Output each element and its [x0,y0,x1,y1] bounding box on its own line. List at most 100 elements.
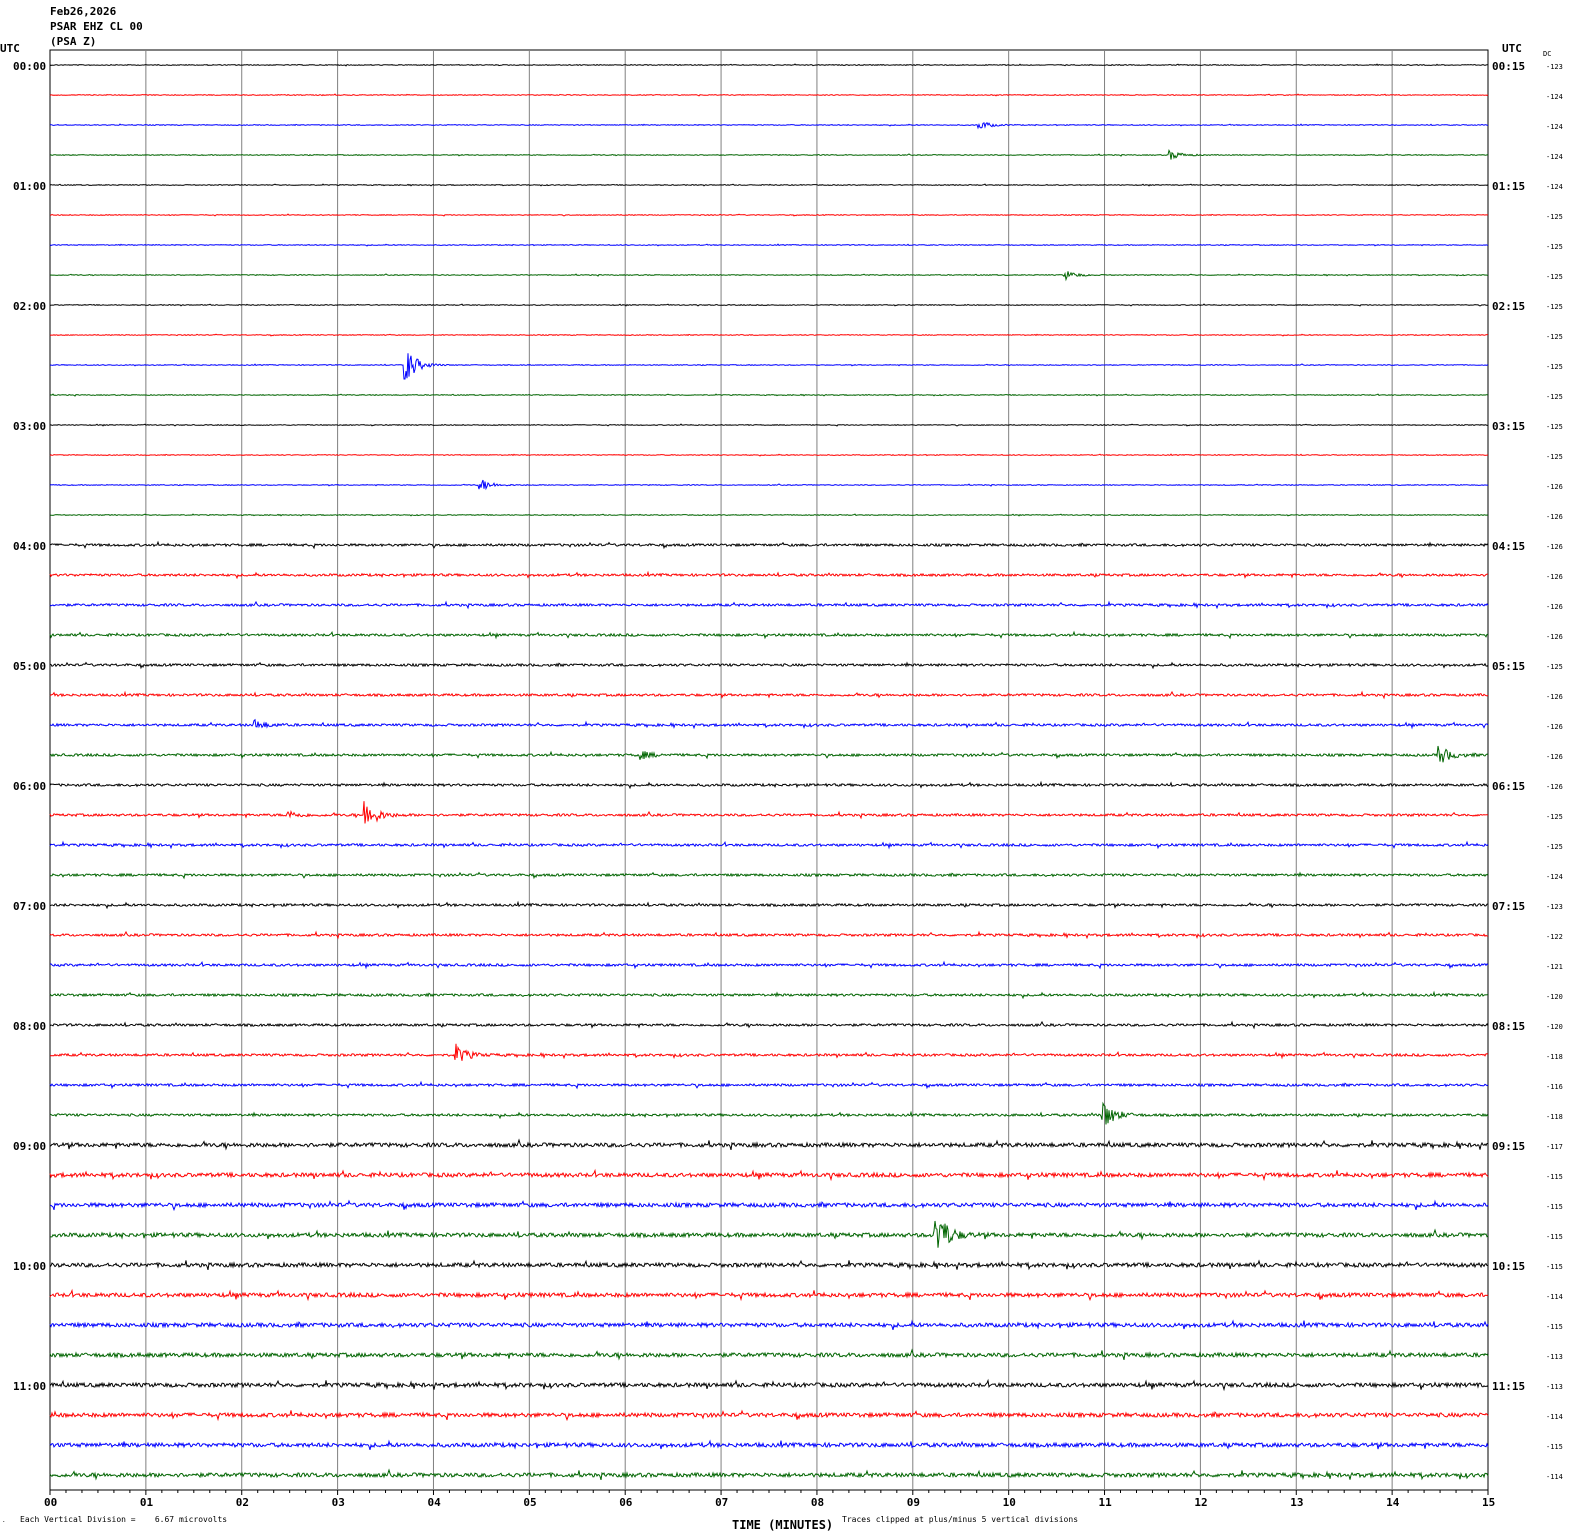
trace-row-11 [49,393,1489,397]
dc-offset-label: -125 [1546,243,1563,251]
dc-offset-label: -122 [1546,933,1563,941]
trace-row-15 [49,513,1489,517]
trace-row-41 [49,1288,1489,1302]
dc-offset-label: -124 [1546,183,1563,191]
trace-row-47 [49,1468,1489,1481]
trace-row-8 [50,303,1488,307]
trace-row-24 [49,780,1489,790]
x-tick-label: 08 [811,1496,824,1509]
dc-offset-label: -126 [1546,723,1563,731]
left-time-label: 04:00 [13,540,46,553]
dc-offset-label: -126 [1546,543,1563,551]
dc-offset-label: -117 [1546,1143,1563,1151]
trace-row-31 [49,990,1489,1000]
left-time-label: 07:00 [13,900,46,913]
trace-row-34 [49,1080,1489,1090]
dc-offset-label: -125 [1546,453,1563,461]
trace-row-43 [49,1348,1489,1361]
trace-row-45 [49,1409,1489,1422]
trace-row-18 [49,600,1489,610]
dc-offset-label: -113 [1546,1383,1563,1391]
x-tick-label: 14 [1386,1496,1400,1509]
trace-row-25 [49,801,1489,824]
dc-offset-label: -114 [1546,1413,1563,1421]
dc-offset-label: -124 [1546,93,1563,101]
dc-offset-label: -126 [1546,753,1563,761]
dc-offset-label: -115 [1546,1173,1563,1181]
dc-offset-label: -125 [1546,273,1563,281]
trace-row-5 [49,213,1489,217]
trace-row-39 [50,1220,1489,1248]
dc-offset-label: -126 [1546,783,1563,791]
trace-row-0 [49,63,1489,67]
dc-title: DC [1543,50,1551,58]
left-time-label: 09:00 [13,1140,46,1153]
dc-offset-label: -115 [1546,1203,1563,1211]
right-time-label: 03:15 [1492,420,1525,433]
x-axis-label: TIME (MINUTES) [732,1518,833,1532]
dc-offset-label: -123 [1546,63,1563,71]
dc-offset-label: -126 [1546,573,1563,581]
dc-offset-label: -115 [1546,1443,1563,1451]
trace-row-37 [49,1168,1489,1182]
dc-offset-label: -115 [1546,1263,1563,1271]
scale-note: Each Vertical Division = 6.67 microvolts [20,1515,227,1524]
left-time-label: 01:00 [13,180,46,193]
x-tick-label: 05 [523,1496,536,1509]
right-time-label: 07:15 [1492,900,1525,913]
trace-row-12 [49,423,1489,427]
trace-row-20 [49,661,1489,670]
x-tick-label: 12 [1194,1496,1207,1509]
component-label: (PSA Z) [50,35,97,48]
right-time-label: 00:15 [1492,60,1525,73]
clip-note: Traces clipped at plus/minus 5 vertical … [842,1515,1078,1524]
x-tick-label: 15 [1482,1496,1495,1509]
left-time-label: 06:00 [13,780,46,793]
dc-offset-label: -114 [1546,1473,1563,1481]
trace-row-6 [49,243,1489,247]
x-tick-label: 01 [140,1496,154,1509]
trace-row-38 [49,1199,1489,1212]
right-time-label: 06:15 [1492,780,1525,793]
trace-row-33 [49,1043,1489,1061]
right-time-label: 02:15 [1492,300,1525,313]
right-time-label: 11:15 [1492,1380,1525,1393]
left-time-label: 02:00 [13,300,46,313]
right-time-label: 04:15 [1492,540,1525,553]
dc-offset-label: -125 [1546,303,1563,311]
x-tick-label: 10 [1003,1496,1016,1509]
trace-row-40 [49,1259,1489,1271]
dc-offset-label: -125 [1546,663,1563,671]
right-utc-title: UTC [1502,42,1522,55]
dc-offset-label: -125 [1546,813,1563,821]
trace-row-36 [49,1138,1488,1151]
left-time-label: 08:00 [13,1020,46,1033]
x-tick-label: 06 [619,1496,633,1509]
dc-offset-label: -115 [1546,1233,1563,1241]
footer-mark: . [2,1517,6,1524]
dc-offset-label: -126 [1546,693,1563,701]
trace-row-16 [49,540,1489,550]
dc-offset-label: -123 [1546,903,1563,911]
trace-row-35 [49,1101,1489,1125]
trace-row-32 [49,1020,1489,1030]
left-time-label: 10:00 [13,1260,46,1273]
x-tick-label: 13 [1290,1496,1303,1509]
left-time-label: 11:00 [13,1380,46,1393]
trace-row-19 [49,630,1489,640]
trace-row-17 [49,570,1488,580]
dc-offset-label: -118 [1546,1053,1563,1061]
trace-row-27 [49,871,1489,880]
trace-row-1 [49,93,1489,97]
dc-offset-label: -125 [1546,363,1563,371]
trace-row-23 [49,745,1489,763]
dc-offset-label: -124 [1546,153,1563,161]
plot-frame [49,49,1489,1491]
dc-offset-label: -126 [1546,483,1563,491]
trace-row-2 [50,122,1489,130]
trace-row-30 [49,960,1489,970]
dc-offset-label: -126 [1546,513,1563,521]
left-time-label: 00:00 [13,60,46,73]
dc-offset-label: -125 [1546,333,1563,341]
dc-offset-label: -126 [1546,633,1563,641]
